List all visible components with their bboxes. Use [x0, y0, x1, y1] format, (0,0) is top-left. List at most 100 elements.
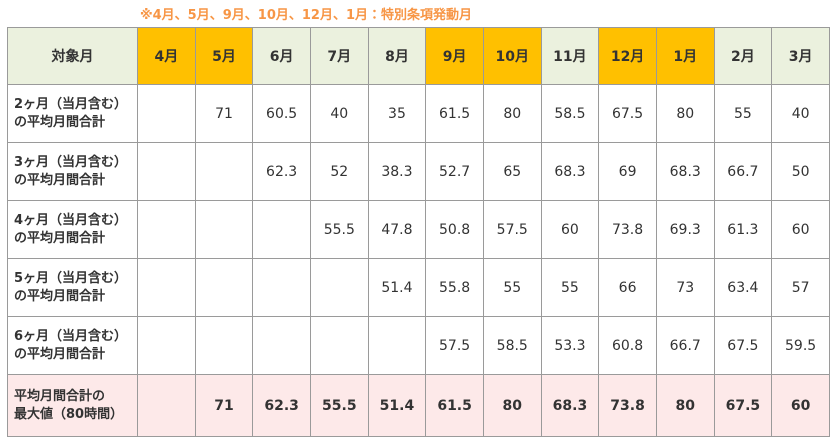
value-cell: 50 [771, 142, 830, 201]
row-label-line: 平均月間合計の [14, 388, 106, 404]
value-cell: 67.5 [713, 374, 773, 437]
value-cell: 35 [367, 84, 427, 143]
value-cell: 53.3 [540, 316, 600, 375]
row-label-line: の平均月間合計 [14, 172, 106, 188]
value-cell: 61.5 [425, 374, 484, 437]
data-row: 3ヶ月（当月含む） の平均月間合計 62.3 52 38.3 52.7 65 68.3 69 68… [7, 142, 830, 201]
value-cell: 40 [771, 84, 830, 143]
row-label-line: の平均月間合計 [14, 346, 106, 362]
value-cell: 52.7 [425, 142, 484, 201]
value-cell: 66.7 [655, 316, 715, 375]
value-cell: 66.7 [713, 142, 773, 201]
value-cell: 59.5 [771, 316, 830, 375]
row-label: 平均月間合計の最大値（80時間） [7, 374, 138, 437]
value-cell: 62.3 [252, 374, 311, 437]
value-cell [194, 142, 254, 201]
value-cell: 55.5 [309, 200, 369, 259]
value-cell [137, 316, 196, 375]
value-cell: 38.3 [367, 142, 427, 201]
value-cell: 73 [655, 258, 715, 317]
month-header: 12月 [598, 27, 657, 85]
value-cell: 57.5 [425, 316, 484, 375]
value-cell: 60 [771, 200, 830, 259]
value-cell: 68.3 [540, 142, 600, 201]
value-cell: 60.5 [252, 84, 311, 143]
value-cell: 71 [194, 374, 254, 437]
value-cell: 55 [713, 84, 773, 143]
row-label-line: 最大値（80時間） [14, 406, 124, 422]
value-cell: 55.5 [309, 374, 369, 437]
data-row: 5ヶ月（当月含む） の平均月間合計 51.4 55.8 55 55 66 73 63.4 57 [7, 258, 830, 317]
note: ※4月、5月、9月、10月、12月、1月：特別条項発動月 [140, 8, 473, 23]
value-cell: 55 [540, 258, 600, 317]
value-cell: 47.8 [367, 200, 427, 259]
data-row: 6ヶ月（当月含む） の平均月間合計 57.5 58.5 53.3 60.8 66.7 67.5… [7, 316, 830, 375]
row-label-line: の平均月間合計 [14, 230, 106, 246]
value-cell: 40 [309, 84, 369, 143]
row-label: 3ヶ月（当月含む） の平均月間合計 [7, 142, 138, 201]
value-cell: 73.8 [598, 374, 657, 437]
month-header: 1月 [655, 27, 715, 85]
value-cell: 69 [598, 142, 657, 201]
row-label-line: 4ヶ月（当月含む） [14, 212, 128, 228]
value-cell: 65 [482, 142, 542, 201]
value-cell: 52 [309, 142, 369, 201]
value-cell: 66 [598, 258, 657, 317]
value-cell: 51.4 [367, 258, 427, 317]
month-header: 11月 [540, 27, 600, 85]
value-cell: 60.8 [598, 316, 657, 375]
value-cell: 73.8 [598, 200, 657, 259]
value-cell: 63.4 [713, 258, 773, 317]
value-cell [252, 200, 311, 259]
value-cell: 80 [482, 374, 542, 437]
value-cell: 80 [655, 374, 715, 437]
value-cell: 58.5 [482, 316, 542, 375]
data-row: 2ヶ月（当月含む） の平均月間合計 71 60.5 40 35 61.5 80 58.5 67.5… [7, 84, 830, 143]
value-cell: 62.3 [252, 142, 311, 201]
value-cell: 58.5 [540, 84, 600, 143]
value-cell: 57 [771, 258, 830, 317]
value-cell: 61.5 [425, 84, 484, 143]
value-cell: 60 [771, 374, 830, 437]
value-cell [194, 316, 254, 375]
row-label: 5ヶ月（当月含む） の平均月間合計 [7, 258, 138, 317]
value-cell: 50.8 [425, 200, 484, 259]
value-cell: 67.5 [598, 84, 657, 143]
month-header: 8月 [367, 27, 427, 85]
value-cell [252, 258, 311, 317]
value-cell: 68.3 [655, 142, 715, 201]
value-cell: 71 [194, 84, 254, 143]
month-header: 6月 [252, 27, 311, 85]
value-cell [194, 258, 254, 317]
value-cell: 51.4 [367, 374, 427, 437]
month-header: 9月 [425, 27, 484, 85]
value-cell: 57.5 [482, 200, 542, 259]
value-cell [137, 200, 196, 259]
value-cell: 61.3 [713, 200, 773, 259]
value-cell [137, 258, 196, 317]
row-label-line: 2ヶ月（当月含む） [14, 96, 128, 112]
value-cell [194, 200, 254, 259]
row-label-line: の平均月間合計 [14, 288, 106, 304]
row-label-line: 3ヶ月（当月含む） [14, 154, 128, 170]
value-cell: 60 [540, 200, 600, 259]
row-label-line: の平均月間合計 [14, 114, 106, 130]
month-header: 10月 [482, 27, 542, 85]
row-label: 2ヶ月（当月含む） の平均月間合計 [7, 84, 138, 143]
table: 対象月 4月 5月 6月 7月 8月 9月 10月 11月 12月 1月 2月 3月 2ヶ月（当月含む… [7, 27, 830, 437]
value-cell [137, 374, 196, 437]
value-cell [137, 142, 196, 201]
row-label: 4ヶ月（当月含む） の平均月間合計 [7, 200, 138, 259]
row-label-line: 5ヶ月（当月含む） [14, 270, 128, 286]
value-cell: 55 [482, 258, 542, 317]
month-header: 2月 [713, 27, 773, 85]
value-cell: 55.8 [425, 258, 484, 317]
row-label-line: 6ヶ月（当月含む） [14, 328, 128, 344]
value-cell: 68.3 [540, 374, 600, 437]
month-header: 3月 [771, 27, 830, 85]
value-cell [252, 316, 311, 375]
value-cell: 80 [482, 84, 542, 143]
value-cell [137, 84, 196, 143]
value-cell: 80 [655, 84, 715, 143]
data-row: 4ヶ月（当月含む） の平均月間合計 55.5 47.8 50.8 57.5 60 73.8 69… [7, 200, 830, 259]
